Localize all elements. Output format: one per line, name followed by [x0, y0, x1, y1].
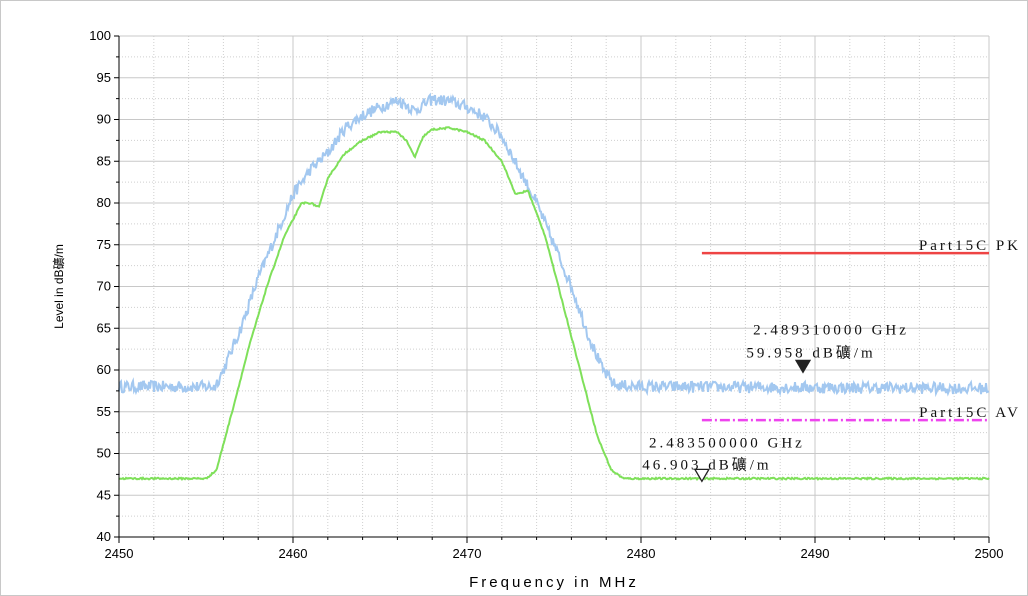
x-tick-label: 2500 [975, 546, 1004, 561]
markers: 2.489310000 GHz 59.958 dB礦/m 2.483500000 G… [642, 322, 909, 483]
grid [119, 35, 990, 537]
limit-lines: Part15C PK Part15C AV [701, 238, 1021, 422]
y-tick-label: 65 [97, 320, 111, 335]
y-tick-label: 60 [97, 362, 111, 377]
y-tick-label: 95 [97, 70, 111, 85]
y-tick-label: 75 [97, 237, 111, 252]
series-trace-2 [118, 126, 990, 482]
axes: 40 45 50 55 60 65 70 75 80 85 90 95 100 2450 2460 2470 2… [89, 28, 1003, 561]
x-tick-label: 2460 [279, 546, 308, 561]
x-tick-label: 2480 [627, 546, 656, 561]
y-tick-label: 80 [97, 195, 111, 210]
marker-triangle-1 [794, 359, 812, 374]
y-tick-label: 90 [97, 112, 111, 127]
y-tick-label: 50 [97, 446, 111, 461]
limit-line-label-1: Part15C PK [919, 238, 1021, 254]
marker-level-1: 59.958 dB礦/m [746, 344, 875, 361]
y-axis-label: Level in dB礦/m [51, 244, 66, 329]
x-tick-label: 2450 [105, 546, 134, 561]
y-tick-label: 100 [89, 28, 111, 43]
y-tick-label: 40 [97, 529, 111, 544]
x-tick-label: 2470 [453, 546, 482, 561]
marker-triangle-2 [693, 468, 711, 483]
series-trace-1 [118, 92, 990, 398]
y-tick-label: 85 [97, 153, 111, 168]
limit-line-label-2: Part15C AV [919, 405, 1021, 421]
y-tick-label: 45 [97, 487, 111, 502]
x-axis-label: Frequency in MHz [469, 574, 639, 591]
y-tick-label: 55 [97, 404, 111, 419]
x-tick-label: 2490 [801, 546, 830, 561]
y-tick-label: 70 [97, 279, 111, 294]
marker-level-2: 46.903 dB礦/m [642, 456, 771, 473]
series-layer [118, 92, 990, 482]
marker-frequency-2: 2.483500000 GHz [649, 435, 805, 451]
marker-frequency-1: 2.489310000 GHz [753, 322, 909, 338]
